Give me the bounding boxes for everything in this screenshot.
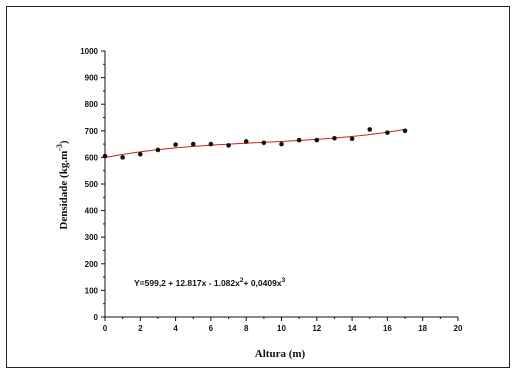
- equation-exponent-3: 3: [282, 277, 286, 284]
- y-axis-title-main: Densidade (kg.m: [58, 151, 70, 230]
- y-axis-title-exponent: -3: [55, 144, 64, 151]
- y-tick-label: 500: [85, 180, 99, 189]
- data-point: [243, 139, 249, 144]
- data-point: [155, 147, 161, 153]
- data-point: [226, 143, 231, 148]
- y-tick-label: 400: [85, 207, 99, 216]
- x-tick-label: 6: [209, 324, 214, 333]
- y-tick-label: 100: [85, 286, 99, 295]
- x-tick-label: 14: [348, 324, 357, 333]
- data-point: [279, 141, 284, 147]
- x-tick-label: 12: [312, 324, 321, 333]
- x-tick-label: 4: [173, 324, 178, 333]
- data-point: [402, 128, 408, 134]
- data-point: [385, 130, 390, 135]
- data-point: [190, 141, 196, 147]
- y-tick-label: 1000: [80, 47, 98, 56]
- y-axis-title-close: ): [58, 140, 70, 144]
- y-tick-label: 0: [94, 313, 99, 322]
- data-point: [349, 136, 355, 142]
- y-tick-label: 300: [85, 233, 99, 242]
- data-point: [296, 137, 302, 143]
- x-axis-title: Altura (m): [255, 348, 306, 360]
- equation-part-2: + 0,0409x: [244, 278, 282, 288]
- data-point: [314, 137, 320, 143]
- y-tick-label: 900: [85, 74, 99, 83]
- x-tick-label: 16: [383, 324, 392, 333]
- x-tick-label: 18: [418, 324, 427, 333]
- data-point: [261, 140, 267, 146]
- data-point: [208, 141, 214, 147]
- data-point: [173, 142, 178, 147]
- x-tick-label: 2: [138, 324, 143, 333]
- data-point: [332, 135, 337, 141]
- y-tick-label: 700: [85, 127, 99, 136]
- x-tick-label: 0: [103, 324, 108, 333]
- data-point: [120, 155, 125, 160]
- equation-part-1: Y=599,2 + 12.817x - 1.082x: [134, 278, 240, 288]
- y-axis-title: Densidade (kg.m-3): [55, 140, 70, 230]
- data-point: [138, 151, 143, 157]
- x-tick-label: 8: [244, 324, 249, 333]
- data-point: [367, 127, 373, 132]
- y-tick-label: 200: [85, 260, 99, 269]
- data-points: [102, 127, 408, 160]
- y-axis-ticks: 0 100 200 300 400 500 600 700 800 900 1000: [80, 47, 105, 322]
- y-tick-label: 600: [85, 153, 99, 162]
- x-axis-ticks: 0 2 4 6 8 10 12 14 16 18 20: [103, 317, 463, 333]
- y-tick-label: 800: [85, 100, 99, 109]
- chart-frame: [6, 6, 510, 368]
- x-tick-label: 20: [454, 324, 463, 333]
- x-tick-label: 10: [277, 324, 286, 333]
- equation-exponent-2: 2: [240, 277, 244, 284]
- fit-equation: Y=599,2 + 12.817x - 1.082x2+ 0,0409x3: [134, 277, 286, 288]
- fit-curve: [104, 128, 406, 159]
